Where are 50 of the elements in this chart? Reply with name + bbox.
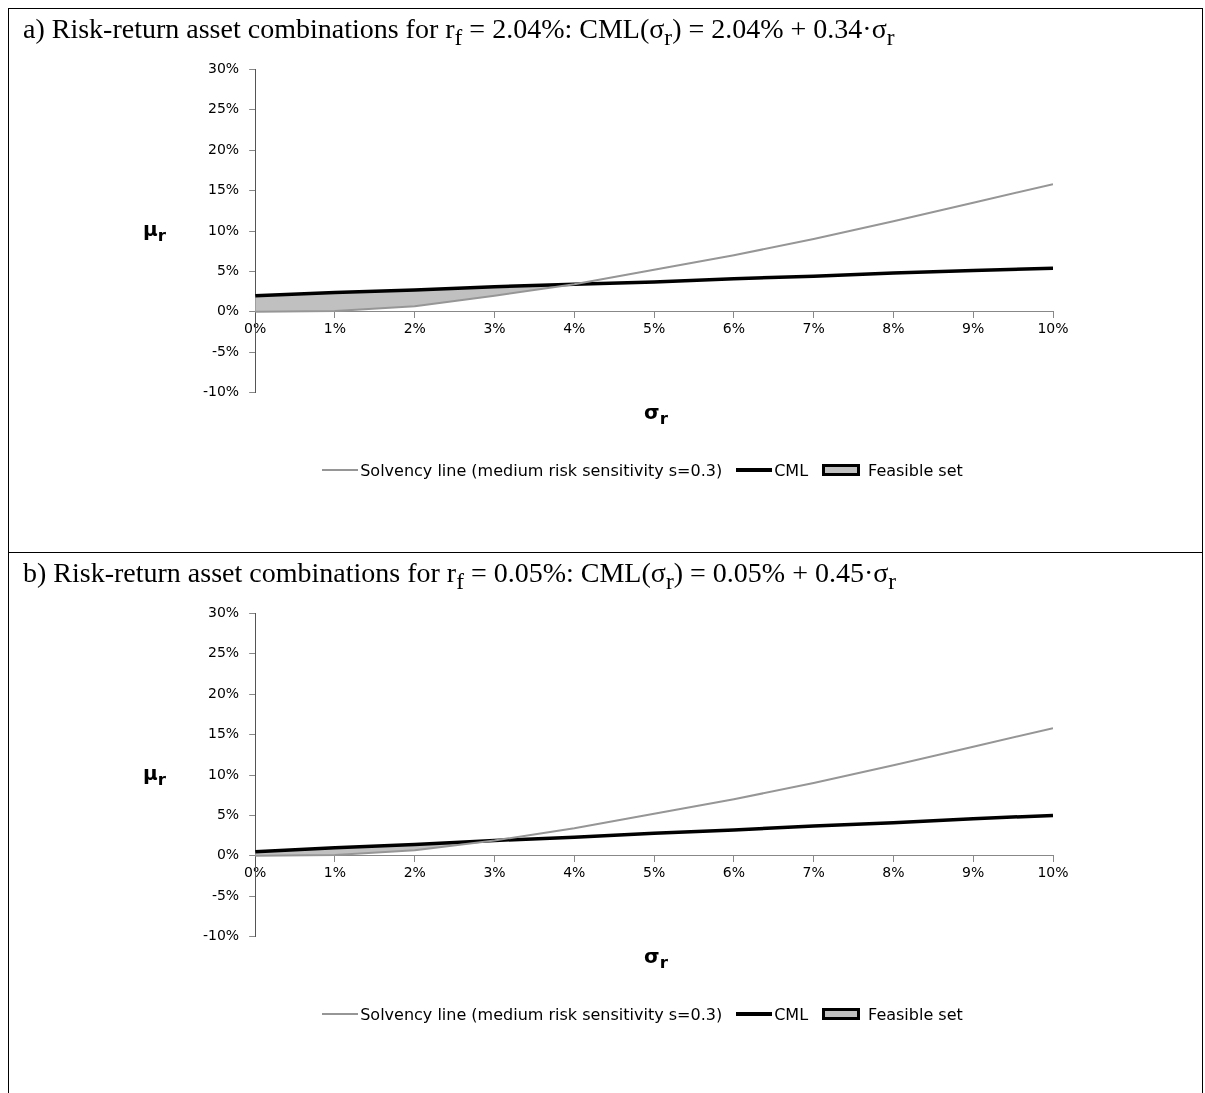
x-tick-label: 10%: [1037, 863, 1069, 880]
x-tick-label: 9%: [962, 863, 985, 880]
y-tick-label: 20%: [208, 140, 240, 157]
y-tick-label: 10%: [208, 221, 240, 238]
x-tick-label: 4%: [563, 319, 586, 336]
y-tick-label: 15%: [208, 724, 240, 741]
y-tick-label: -10%: [203, 926, 240, 943]
y-tick-label: 15%: [208, 180, 240, 197]
y-tick-label: 5%: [216, 805, 240, 822]
y-axis-title: μ$_{r}$: [143, 216, 166, 245]
y-tick-label: 30%: [208, 59, 240, 76]
chart-title: b) Risk-return asset combinations for r$_{f}$ = 0.05%: CML(σ$_{r}$) = 0.05% + 0.45·σ$_{r}$: [23, 556, 898, 595]
y-tick-label: 5%: [216, 261, 240, 278]
legend-label: Solvency line (medium risk sensitivity s=0.3): [360, 1004, 723, 1024]
y-tick-label: 0%: [216, 846, 240, 863]
y-tick-label: -10%: [203, 382, 240, 399]
legend-label: Feasible set: [868, 1004, 963, 1024]
x-tick-label: 1%: [323, 319, 347, 336]
x-tick-label: 3%: [483, 319, 506, 336]
x-tick-label: 5%: [642, 863, 666, 880]
x-tick-label: 7%: [802, 863, 825, 880]
x-tick-label: 8%: [882, 863, 905, 880]
x-axis-title: σ$_{r}$: [644, 944, 668, 973]
legend-label: CML: [774, 460, 809, 480]
x-tick-label: 4%: [563, 863, 586, 880]
y-tick-label: -5%: [211, 342, 240, 359]
y-tick-label: 0%: [216, 302, 240, 319]
y-tick-label: 25%: [208, 644, 240, 661]
x-tick-label: 5%: [642, 319, 666, 336]
x-tick-label: 2%: [403, 863, 426, 880]
y-tick-label: 20%: [208, 684, 240, 701]
x-axis-title: σ$_{r}$: [644, 400, 668, 429]
y-tick-label: 30%: [208, 603, 240, 620]
x-tick-label: 7%: [802, 319, 825, 336]
x-tick-label: 8%: [882, 319, 905, 336]
legend-label: CML: [774, 1004, 809, 1024]
x-tick-label: 3%: [483, 863, 506, 880]
chart-title: a) Risk-return asset combinations for r$_{f}$ = 2.04%: CML(σ$_{r}$) = 2.04% + 0.34·σ$_{r}$: [23, 12, 896, 51]
x-tick-label: 10%: [1037, 319, 1069, 336]
y-tick-label: -5%: [211, 886, 240, 903]
x-tick-label: 6%: [722, 319, 745, 336]
x-tick-label: 6%: [722, 863, 745, 880]
legend-label: Solvency line (medium risk sensitivity s=0.3): [360, 460, 723, 480]
x-tick-label: 9%: [962, 319, 985, 336]
legend-label: Feasible set: [868, 460, 963, 480]
y-axis-title: μ$_{r}$: [143, 760, 166, 789]
y-tick-label: 25%: [208, 100, 240, 117]
x-tick-label: 2%: [403, 319, 426, 336]
y-tick-label: 10%: [208, 765, 240, 782]
x-tick-label: 1%: [323, 863, 347, 880]
